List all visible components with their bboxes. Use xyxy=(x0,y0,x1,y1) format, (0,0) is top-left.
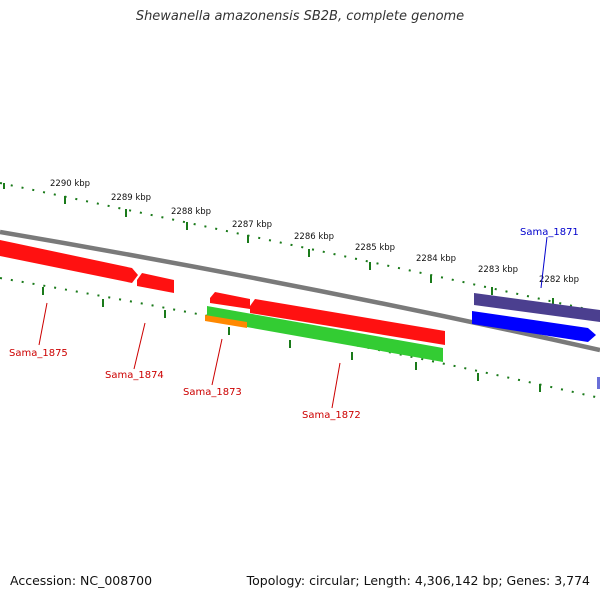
tick-label: 2286 kbp xyxy=(294,232,334,242)
accession-text: Accession: NC_008700 xyxy=(10,573,153,588)
tick-label: 2290 kbp xyxy=(50,179,90,189)
gene-arrow-sama-1873-orange[interactable] xyxy=(205,315,247,328)
topology-text: Topology: circular; Length: 4,306,142 bp… xyxy=(246,573,590,588)
tick-label: 2288 kbp xyxy=(171,207,211,217)
red-cds-features xyxy=(0,240,445,345)
gene-label-sama-1872: Sama_1872 xyxy=(302,410,361,421)
tick-label: 2285 kbp xyxy=(355,243,395,253)
gene-label-sama-1873: Sama_1873 xyxy=(183,387,242,398)
blue-features xyxy=(472,311,600,389)
gene-label-sama-1874: Sama_1874 xyxy=(105,370,164,381)
gene-arrow-sama-1871-outer[interactable] xyxy=(474,293,600,322)
gene-arrow-edge[interactable] xyxy=(597,377,600,389)
outer-tick-ring xyxy=(0,182,600,313)
gene-arrow-sama-1873-red[interactable] xyxy=(210,292,250,309)
gene-arrow-sama-1872-green[interactable] xyxy=(207,306,443,362)
tick-label: 2282 kbp xyxy=(539,275,579,285)
outer-features xyxy=(474,293,600,322)
tick-label: 2283 kbp xyxy=(478,265,518,275)
page-title: Shewanella amazonensis SB2B, complete ge… xyxy=(135,9,465,24)
gene-arrow-sama-1874[interactable] xyxy=(137,273,174,293)
gene-label-lines xyxy=(38,236,548,409)
gene-arrow-sama-1875[interactable] xyxy=(0,240,138,283)
tick-label: 2289 kbp xyxy=(111,193,151,203)
gene-arrow-sama-1871-blue[interactable] xyxy=(472,311,596,342)
tick-label: 2284 kbp xyxy=(416,254,456,264)
gene-arrow-sama-1872-red[interactable] xyxy=(250,299,445,345)
tick-label: 2287 kbp xyxy=(232,220,272,230)
gene-labels: Sama_1875 Sama_1874 Sama_1873 Sama_1872 … xyxy=(9,227,579,421)
gene-label-sama-1875: Sama_1875 xyxy=(9,348,68,359)
inner-tick-ring xyxy=(0,277,600,399)
gene-label-sama-1871: Sama_1871 xyxy=(520,227,579,238)
genome-backbone xyxy=(0,229,600,353)
tick-labels: 2290 kbp 2289 kbp 2288 kbp 2287 kbp 2286… xyxy=(50,179,579,285)
green-features xyxy=(205,306,443,362)
